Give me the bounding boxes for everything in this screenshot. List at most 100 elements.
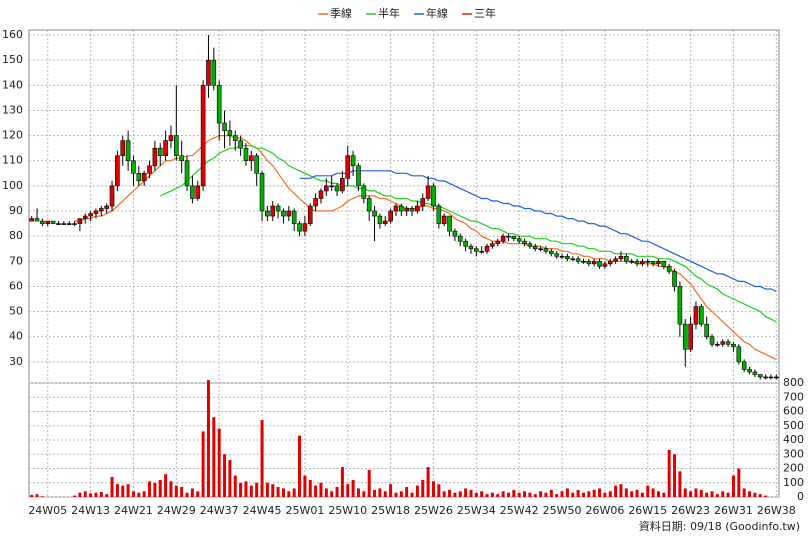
volume-bar [555, 494, 559, 497]
volume-bar [362, 491, 366, 497]
candle-body [99, 208, 104, 212]
ma-line [299, 170, 777, 293]
candle-body [77, 218, 83, 224]
volume-bar [748, 491, 752, 497]
candle-body [741, 361, 747, 370]
volume-bar [533, 494, 537, 497]
candle-body [184, 160, 190, 187]
volume-bar [683, 488, 687, 497]
volume-bar [158, 479, 162, 497]
volume-bar [244, 481, 248, 497]
volume-bar [764, 495, 768, 497]
candle-body [500, 235, 506, 242]
volume-bar [40, 496, 44, 497]
candle-body [211, 59, 217, 86]
volume-bar [164, 474, 168, 497]
candle-body [334, 185, 340, 192]
candle-body [720, 341, 726, 345]
candle-body [163, 140, 168, 157]
volume-bar [624, 488, 628, 497]
candle-body [61, 223, 67, 225]
candle-body [640, 261, 645, 265]
candle-body [661, 261, 667, 267]
volume-bar [721, 491, 725, 497]
volume-bar [699, 489, 703, 497]
x-tick-label: 24W29 [157, 504, 196, 517]
volume-bar [619, 484, 623, 497]
candle-body [415, 205, 420, 212]
candle-body [532, 245, 538, 250]
candle-body [634, 261, 640, 265]
candle-body [72, 223, 77, 225]
candle-body [752, 371, 758, 375]
volume-bar [705, 492, 709, 497]
volume-bar [389, 484, 393, 497]
volume-bar [265, 482, 269, 497]
candle-body [736, 346, 742, 363]
y2-tick-label: 800 [783, 376, 804, 389]
y-tick-label: 130 [2, 103, 23, 116]
candle-body [763, 376, 768, 379]
candle-body [731, 343, 736, 348]
volume-bar [539, 491, 543, 497]
volume-bar [223, 454, 227, 497]
candle-body [511, 235, 517, 239]
volume-bar [126, 484, 130, 497]
candle-body [345, 155, 351, 179]
candle-body [774, 376, 779, 379]
volume-bar [689, 491, 693, 497]
candle-body [174, 135, 179, 157]
volume-bar [742, 488, 746, 497]
candle-body [490, 243, 495, 247]
volume-bar [565, 488, 569, 497]
candle-body [313, 198, 318, 207]
candle-body [409, 208, 415, 212]
candle-body [372, 210, 377, 217]
candle-body [645, 261, 651, 263]
candle-body [463, 240, 468, 247]
x-tick-label: 26W15 [628, 504, 667, 517]
volume-bar [608, 491, 612, 497]
candle-body [468, 245, 474, 250]
candle-body [538, 248, 543, 251]
candle-body [399, 205, 404, 212]
x-tick-label: 25W18 [371, 504, 410, 517]
x-tick-label: 26W38 [757, 504, 796, 517]
volume-bar [667, 449, 671, 497]
candle-body [704, 323, 709, 338]
volume-bar [131, 491, 135, 497]
candle-body [259, 173, 265, 212]
volume-bar [426, 467, 430, 497]
volume-bar [544, 492, 548, 497]
candle-body [656, 261, 661, 265]
candle-body [147, 165, 152, 174]
candle-body [699, 306, 704, 325]
ma-line [74, 135, 777, 360]
x-tick-label: 25W26 [414, 504, 453, 517]
candle-body [693, 306, 699, 325]
candle-body [340, 178, 345, 192]
y2-tick-label: 400 [783, 433, 804, 446]
volume-bar [399, 491, 403, 497]
candle-body [249, 155, 254, 162]
candle-body [350, 155, 356, 167]
volume-bar [758, 494, 762, 497]
candle-body [672, 271, 677, 287]
candle-body [607, 261, 613, 265]
volume-bar [110, 477, 114, 497]
plot-frame [28, 29, 780, 498]
legend-label: 季線 [330, 6, 352, 20]
volume-bar [260, 420, 264, 497]
y2-tick-label: 0 [797, 490, 804, 503]
volume-bar [373, 489, 377, 497]
volume-bar [448, 489, 452, 497]
volume-bar [662, 492, 666, 497]
volume-bar [383, 491, 387, 497]
candle-body [195, 185, 201, 199]
volume-bar [174, 485, 178, 497]
candle-body [125, 140, 131, 162]
candle-body [581, 261, 586, 263]
volume-bar [148, 481, 152, 497]
volume-bar [78, 492, 82, 497]
y-tick-label: 90 [9, 204, 23, 217]
